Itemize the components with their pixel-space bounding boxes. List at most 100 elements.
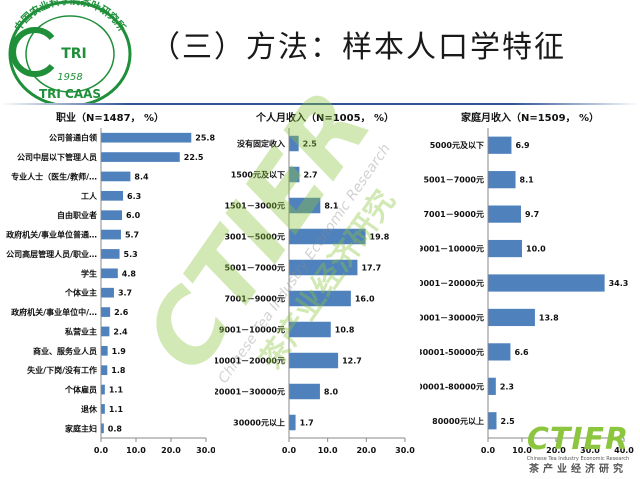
data-label: 1.8 <box>111 366 126 375</box>
data-label: 5.7 <box>125 231 139 240</box>
bar <box>289 197 321 214</box>
bar <box>488 239 522 258</box>
data-label: 2.5 <box>303 140 318 149</box>
data-label: 22.5 <box>184 153 204 162</box>
data-label: 8.4 <box>134 172 149 181</box>
category-label: 20001－30000元 <box>420 313 484 322</box>
category-label: 个体业主 <box>64 288 97 298</box>
category-label: 10001－20000元 <box>420 279 484 288</box>
bar <box>289 135 299 152</box>
data-label: 1.1 <box>109 405 124 414</box>
category-label: 9001－10000元 <box>420 245 484 254</box>
logo-bottom-text: TRI CAAS <box>39 87 101 101</box>
data-label: 8.1 <box>324 202 339 211</box>
bar <box>101 210 122 221</box>
category-label: 没有固定收入 <box>237 139 285 149</box>
bar <box>289 321 331 338</box>
occupation-chart: 职业（N=1487， %） 公司普通白领 25.8 公司中层以下管理人员 22.5 专业人… <box>6 111 215 455</box>
category-label: 政府机关/事业单位普通… <box>6 230 97 240</box>
bar <box>488 274 605 292</box>
data-label: 2.5 <box>501 417 516 426</box>
x-tick-label: 20.0 <box>546 446 566 455</box>
bar <box>101 365 108 376</box>
data-label: 16.0 <box>355 295 375 304</box>
category-label: 政府机关/事业单位中/… <box>11 307 97 317</box>
bar <box>488 412 497 430</box>
x-tick-label: 10.0 <box>512 446 532 455</box>
bar <box>101 404 105 414</box>
bar <box>101 287 114 298</box>
x-tick-label: 40.0 <box>614 446 634 455</box>
category-label: 500001-80000元 <box>420 382 484 391</box>
bar <box>488 343 511 361</box>
x-tick-label: 20.0 <box>161 446 181 455</box>
category-label: 3001－5000元 <box>224 233 285 242</box>
bar <box>289 383 320 400</box>
category-label: 1501－3000元 <box>224 202 285 211</box>
data-label: 17.7 <box>361 264 381 273</box>
category-label: 私营业主 <box>64 326 97 336</box>
bar <box>488 205 521 223</box>
data-label: 3.7 <box>118 289 132 298</box>
bar <box>289 290 351 307</box>
data-label: 13.8 <box>539 313 559 322</box>
data-label: 6.9 <box>515 141 530 150</box>
category-label: 30000元以上 <box>233 418 285 428</box>
bar <box>289 228 366 245</box>
chart-title: 家庭月收入（N=1509， %） <box>461 111 599 124</box>
x-tick-label: 10.0 <box>126 446 146 455</box>
data-label: 4.8 <box>122 269 137 278</box>
bar <box>289 259 358 276</box>
corner-logo-big: CTIER <box>526 422 630 457</box>
data-label: 2.7 <box>303 171 317 180</box>
x-tick-label: 0.0 <box>94 446 109 455</box>
data-label: 6.3 <box>127 192 141 201</box>
bar <box>101 132 192 143</box>
data-label: 1.7 <box>300 419 314 428</box>
bar <box>488 136 512 154</box>
data-label: 2.4 <box>113 327 128 336</box>
bar <box>101 171 131 182</box>
x-tick-label: 30.0 <box>580 446 600 455</box>
data-label: 25.8 <box>195 134 215 143</box>
data-label: 8.1 <box>520 176 535 185</box>
category-label: 5001－7000元 <box>224 264 285 273</box>
data-label: 6.6 <box>514 348 529 357</box>
bar <box>488 171 516 189</box>
slide-title: （三）方法：样本人口学特征 <box>150 30 566 65</box>
bar <box>289 414 296 431</box>
bar <box>101 307 111 317</box>
data-label: 0.8 <box>108 424 123 433</box>
category-label: 5001－7000元 <box>423 176 484 185</box>
personal-income-chart: 个人月收入（N=1005， %） 没有固定收入 2.5 1500元及以下 2.7 1501… <box>215 111 415 455</box>
bar <box>289 352 339 369</box>
logo-year: 1958 <box>57 72 82 83</box>
category-label: 30001-50000元 <box>420 348 484 357</box>
data-label: 10.0 <box>526 245 546 254</box>
data-label: 5.3 <box>124 250 138 259</box>
category-label: 5000元及以下 <box>430 141 484 150</box>
bar <box>101 423 104 434</box>
category-label: 商业、服务业人员 <box>33 346 97 356</box>
category-label: 家庭主妇 <box>65 423 97 433</box>
ctier-corner-logo: CTIER Chinese Tea Industry Economic Rese… <box>518 424 638 478</box>
category-label: 个体雇员 <box>64 385 97 395</box>
category-label: 7001－9000元 <box>423 210 484 219</box>
x-tick-label: 30.0 <box>395 446 415 455</box>
x-tick-label: 0.0 <box>282 446 297 455</box>
data-label: 9.7 <box>525 210 539 219</box>
corner-logo-en: Chinese Tea Industry Economic Research <box>526 456 630 462</box>
category-label: 9001－10000元 <box>219 326 285 335</box>
category-label: 公司高层管理人员/职业… <box>6 249 97 259</box>
x-tick-label: 10.0 <box>318 446 338 455</box>
bar <box>101 190 124 201</box>
bar <box>488 377 496 395</box>
logo-abbr: TRI <box>61 46 87 62</box>
bar <box>488 308 535 327</box>
bar <box>289 166 300 183</box>
data-label: 2.3 <box>500 382 514 391</box>
bar <box>101 229 121 240</box>
bar <box>101 326 110 337</box>
corner-logo-cn: 茶产业经济研究 <box>529 464 627 475</box>
